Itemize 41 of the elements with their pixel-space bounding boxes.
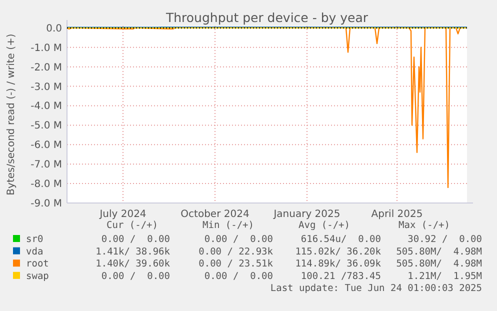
x-tick-label: October 2024 [180, 209, 250, 220]
text: 0.00 / 23.51k [198, 258, 274, 270]
legend-label: root [26, 258, 49, 270]
y-tick-label: -5.0 M [30, 120, 62, 132]
chart-title: Throughput per device - by year [164, 10, 369, 25]
text: Avg (-/+) [298, 220, 350, 231]
y-axis-title: Bytes/second read (-) / write (+) [6, 34, 17, 196]
text: Cur (-/+) [106, 220, 158, 231]
y-tick-label: -7.0 M [30, 160, 62, 171]
legend-label: swap [26, 270, 50, 282]
x-tick-label: April 2025 [371, 209, 423, 220]
text: 505.80M/ 4.98M [396, 258, 482, 270]
y-tick-label: -9.0 M [30, 198, 62, 210]
text: 505.80M/ 4.98M [396, 246, 482, 258]
text: 114.89k/ 36.09k [295, 258, 382, 270]
text: 0.00 / 22.93k [198, 246, 274, 258]
text: Min (-/+) [202, 220, 254, 231]
legend-label: vda [26, 246, 44, 258]
text: 0.00 / 0.00 [101, 234, 170, 245]
text: 30.92 / 0.00 [408, 234, 482, 245]
text: 616.54u/ 0.00 [300, 234, 382, 245]
text: Last update: Tue Jun 24 01:00:03 2025 [270, 283, 482, 294]
text: 1.21M/ 1.95M [408, 270, 482, 282]
text: 115.02k/ 36.20k [295, 246, 382, 258]
text: 0.00 / 0.00 [204, 234, 274, 245]
y-tick-label: -2.0 M [30, 62, 62, 74]
text: 1.40k/ 39.60k [96, 258, 170, 270]
y-tick-label: 0.0 [46, 23, 62, 34]
text: 100.21 /783.45 [300, 270, 381, 282]
text: Max (-/+) [398, 220, 450, 231]
x-tick-label: July 2024 [98, 209, 146, 220]
text: 0.00 / 0.00 [101, 270, 170, 282]
y-tick-label: -6.0 M [30, 140, 62, 152]
text: 1.41k/ 38.96k [96, 246, 170, 258]
y-tick-label: -1.0 M [30, 42, 62, 54]
y-tick-label: -4.0 M [30, 101, 62, 112]
y-tick-label: -3.0 M [30, 82, 62, 93]
legend-label: sr0 [26, 234, 44, 245]
y-tick-label: -8.0 M [30, 179, 62, 190]
x-tick-label: January 2025 [272, 209, 340, 220]
text: 0.00 / 0.00 [204, 270, 274, 282]
